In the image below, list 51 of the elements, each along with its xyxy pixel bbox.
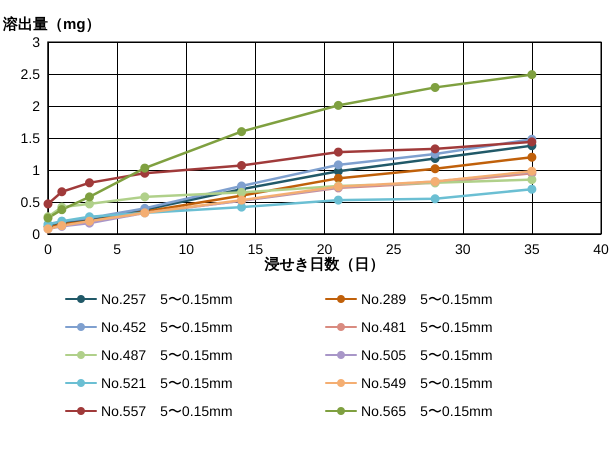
point	[84, 192, 94, 202]
x-tick-label: 10	[178, 241, 194, 257]
x-tick-label: 25	[386, 241, 402, 257]
point	[84, 178, 94, 188]
point	[334, 174, 343, 183]
point	[140, 164, 150, 173]
point	[430, 194, 440, 204]
legend-label: No.289 5〜0.15mm	[361, 291, 493, 307]
y-tick-label: 3	[32, 34, 40, 50]
y-tick-label: 1.5	[20, 130, 40, 146]
legend-label: No.557 5〜0.15mm	[101, 403, 233, 419]
x-tick-label: 5	[113, 241, 122, 257]
point	[430, 82, 440, 92]
legend-label: No.521 5〜0.15mm	[101, 375, 233, 391]
point	[334, 196, 343, 205]
point	[527, 175, 536, 184]
y-tick-label: 2.5	[20, 66, 40, 82]
point	[430, 144, 440, 154]
legend-label: No.505 5〜0.15mm	[361, 347, 493, 363]
point	[527, 137, 536, 146]
y-tick-label: 2	[32, 98, 40, 114]
point	[334, 100, 343, 110]
legend-label: No.549 5〜0.15mm	[361, 375, 493, 391]
y-tick-label: 1	[32, 162, 40, 178]
point	[140, 192, 150, 202]
point	[44, 199, 52, 208]
point	[57, 205, 66, 214]
point	[527, 152, 536, 162]
legend-label: No.452 5〜0.15mm	[101, 319, 233, 335]
x-tick-label: 40	[593, 241, 609, 257]
x-tick-label: 0	[44, 241, 52, 257]
point	[334, 160, 343, 170]
point	[237, 127, 246, 136]
x-tick-label: 30	[454, 241, 471, 257]
point	[527, 70, 536, 80]
point	[430, 164, 440, 174]
legend-label: No.257 5〜0.15mm	[101, 291, 233, 307]
point	[57, 187, 66, 196]
point	[334, 148, 343, 157]
y-tick-label: 0.5	[20, 194, 40, 210]
x-tick-label: 35	[524, 241, 540, 257]
x-tick-label: 20	[316, 241, 332, 257]
y-tick-label: 0	[32, 226, 40, 242]
y-axis-title: 溶出量（mg）	[2, 15, 100, 33]
legend-label: No.487 5〜0.15mm	[101, 347, 233, 363]
legend-label: No.565 5〜0.15mm	[361, 403, 493, 419]
x-axis-title: 浸せき日数（日）	[264, 256, 384, 273]
x-tick-label: 15	[248, 241, 264, 257]
point	[527, 184, 536, 194]
legend-label: No.481 5〜0.15mm	[361, 319, 493, 335]
point	[237, 161, 246, 170]
